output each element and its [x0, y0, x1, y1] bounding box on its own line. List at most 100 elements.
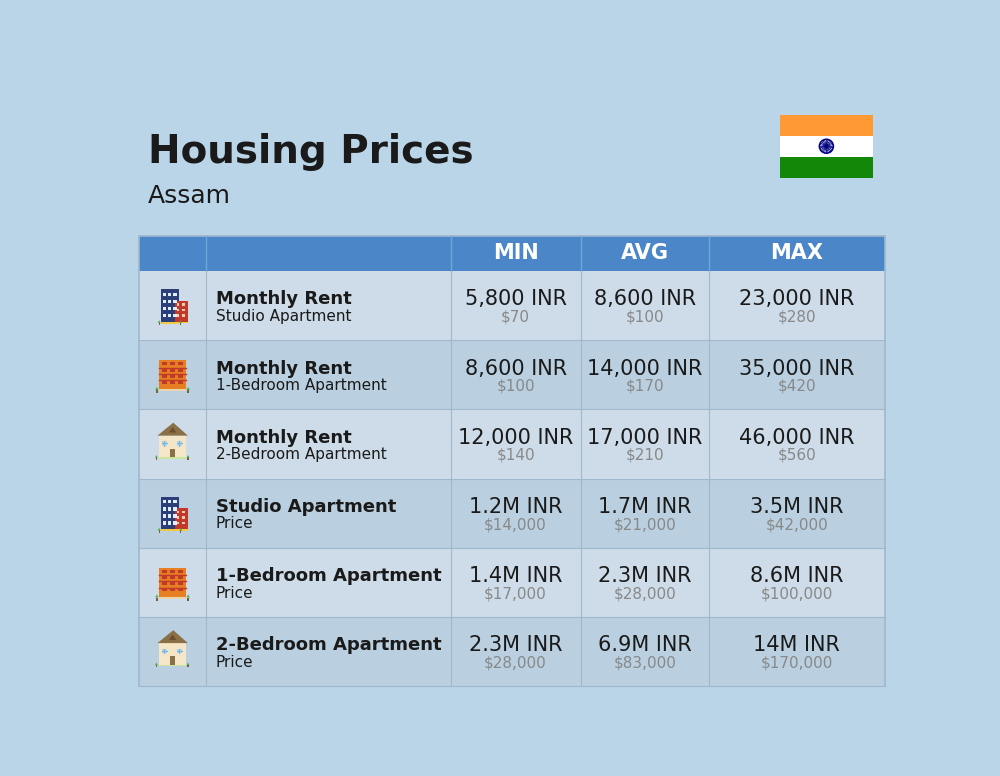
Bar: [162, 576, 167, 579]
Text: 8,600 INR: 8,600 INR: [465, 359, 567, 379]
Bar: [177, 516, 179, 519]
Bar: [178, 381, 183, 384]
Bar: [159, 567, 186, 597]
Bar: [159, 435, 186, 457]
Bar: [178, 362, 183, 365]
Text: 2-Bedroom Apartment: 2-Bedroom Apartment: [216, 447, 386, 462]
Polygon shape: [155, 387, 159, 390]
Bar: [709, 236, 885, 271]
Bar: [162, 649, 167, 653]
Text: AVG: AVG: [621, 244, 669, 263]
Bar: [173, 521, 177, 525]
Bar: [162, 588, 167, 591]
Text: $170,000: $170,000: [761, 656, 833, 670]
Text: $100,000: $100,000: [761, 587, 833, 601]
Polygon shape: [155, 594, 159, 598]
Polygon shape: [179, 320, 182, 323]
Polygon shape: [158, 320, 161, 323]
Bar: [175, 300, 188, 321]
Text: 1-Bedroom Apartment: 1-Bedroom Apartment: [216, 378, 386, 393]
Bar: [177, 522, 179, 525]
Bar: [170, 369, 175, 372]
Polygon shape: [187, 663, 189, 665]
Text: 46,000 INR: 46,000 INR: [739, 428, 855, 448]
Bar: [780, 157, 873, 178]
Text: $140: $140: [496, 448, 535, 463]
Polygon shape: [169, 635, 176, 640]
Bar: [168, 307, 171, 310]
Text: $70: $70: [501, 310, 530, 324]
Text: Monthly Rent: Monthly Rent: [216, 429, 351, 447]
Bar: [177, 309, 179, 311]
Bar: [159, 597, 186, 599]
Bar: [178, 375, 183, 378]
Bar: [162, 570, 167, 573]
Bar: [139, 236, 450, 271]
Text: MAX: MAX: [770, 244, 823, 263]
Bar: [161, 322, 179, 324]
Bar: [159, 390, 186, 391]
Bar: [175, 321, 188, 324]
Bar: [177, 314, 179, 317]
Bar: [581, 236, 709, 271]
Bar: [159, 360, 186, 390]
Polygon shape: [157, 630, 188, 643]
Bar: [162, 375, 167, 378]
Text: 23,000 INR: 23,000 INR: [739, 289, 855, 310]
Bar: [780, 136, 873, 157]
Bar: [163, 293, 166, 296]
Bar: [178, 369, 183, 372]
Text: 2-Bedroom Apartment: 2-Bedroom Apartment: [216, 636, 441, 654]
Bar: [163, 508, 166, 511]
Bar: [168, 508, 171, 511]
Bar: [182, 303, 185, 306]
Bar: [159, 457, 186, 459]
Bar: [159, 323, 160, 325]
Text: Monthly Rent: Monthly Rent: [216, 290, 351, 308]
Text: Studio Apartment: Studio Apartment: [216, 309, 351, 324]
Polygon shape: [158, 528, 161, 531]
Bar: [159, 531, 160, 533]
Bar: [178, 576, 183, 579]
Bar: [162, 582, 167, 585]
Bar: [163, 300, 166, 303]
Bar: [175, 529, 188, 531]
Bar: [156, 458, 157, 460]
Bar: [780, 115, 873, 136]
Bar: [156, 390, 158, 393]
Bar: [173, 307, 177, 310]
Text: Price: Price: [216, 516, 253, 532]
Polygon shape: [155, 663, 158, 665]
Bar: [450, 236, 581, 271]
Bar: [163, 314, 166, 317]
Polygon shape: [179, 528, 182, 531]
Text: 1.7M INR: 1.7M INR: [598, 497, 692, 517]
Bar: [161, 497, 179, 529]
Bar: [170, 570, 175, 573]
Text: $560: $560: [778, 448, 816, 463]
Bar: [163, 521, 166, 525]
Bar: [177, 649, 182, 653]
Text: 6.9M INR: 6.9M INR: [598, 636, 692, 655]
Text: 1.4M INR: 1.4M INR: [469, 566, 562, 586]
Text: 35,000 INR: 35,000 INR: [739, 359, 855, 379]
Text: Studio Apartment: Studio Apartment: [216, 498, 396, 516]
Bar: [177, 441, 182, 445]
Bar: [173, 300, 177, 303]
Text: $100: $100: [626, 310, 664, 324]
Text: $83,000: $83,000: [614, 656, 676, 670]
Text: $28,000: $28,000: [484, 656, 547, 670]
Polygon shape: [157, 423, 188, 435]
Text: 14M INR: 14M INR: [753, 636, 840, 655]
Text: Price: Price: [216, 586, 253, 601]
Bar: [162, 441, 167, 445]
Bar: [163, 501, 166, 504]
Bar: [173, 293, 177, 296]
Bar: [170, 449, 175, 457]
Bar: [162, 381, 167, 384]
Text: 8.6M INR: 8.6M INR: [750, 566, 844, 586]
Polygon shape: [169, 427, 176, 432]
Bar: [161, 289, 179, 322]
Bar: [173, 508, 177, 511]
Polygon shape: [155, 455, 158, 458]
